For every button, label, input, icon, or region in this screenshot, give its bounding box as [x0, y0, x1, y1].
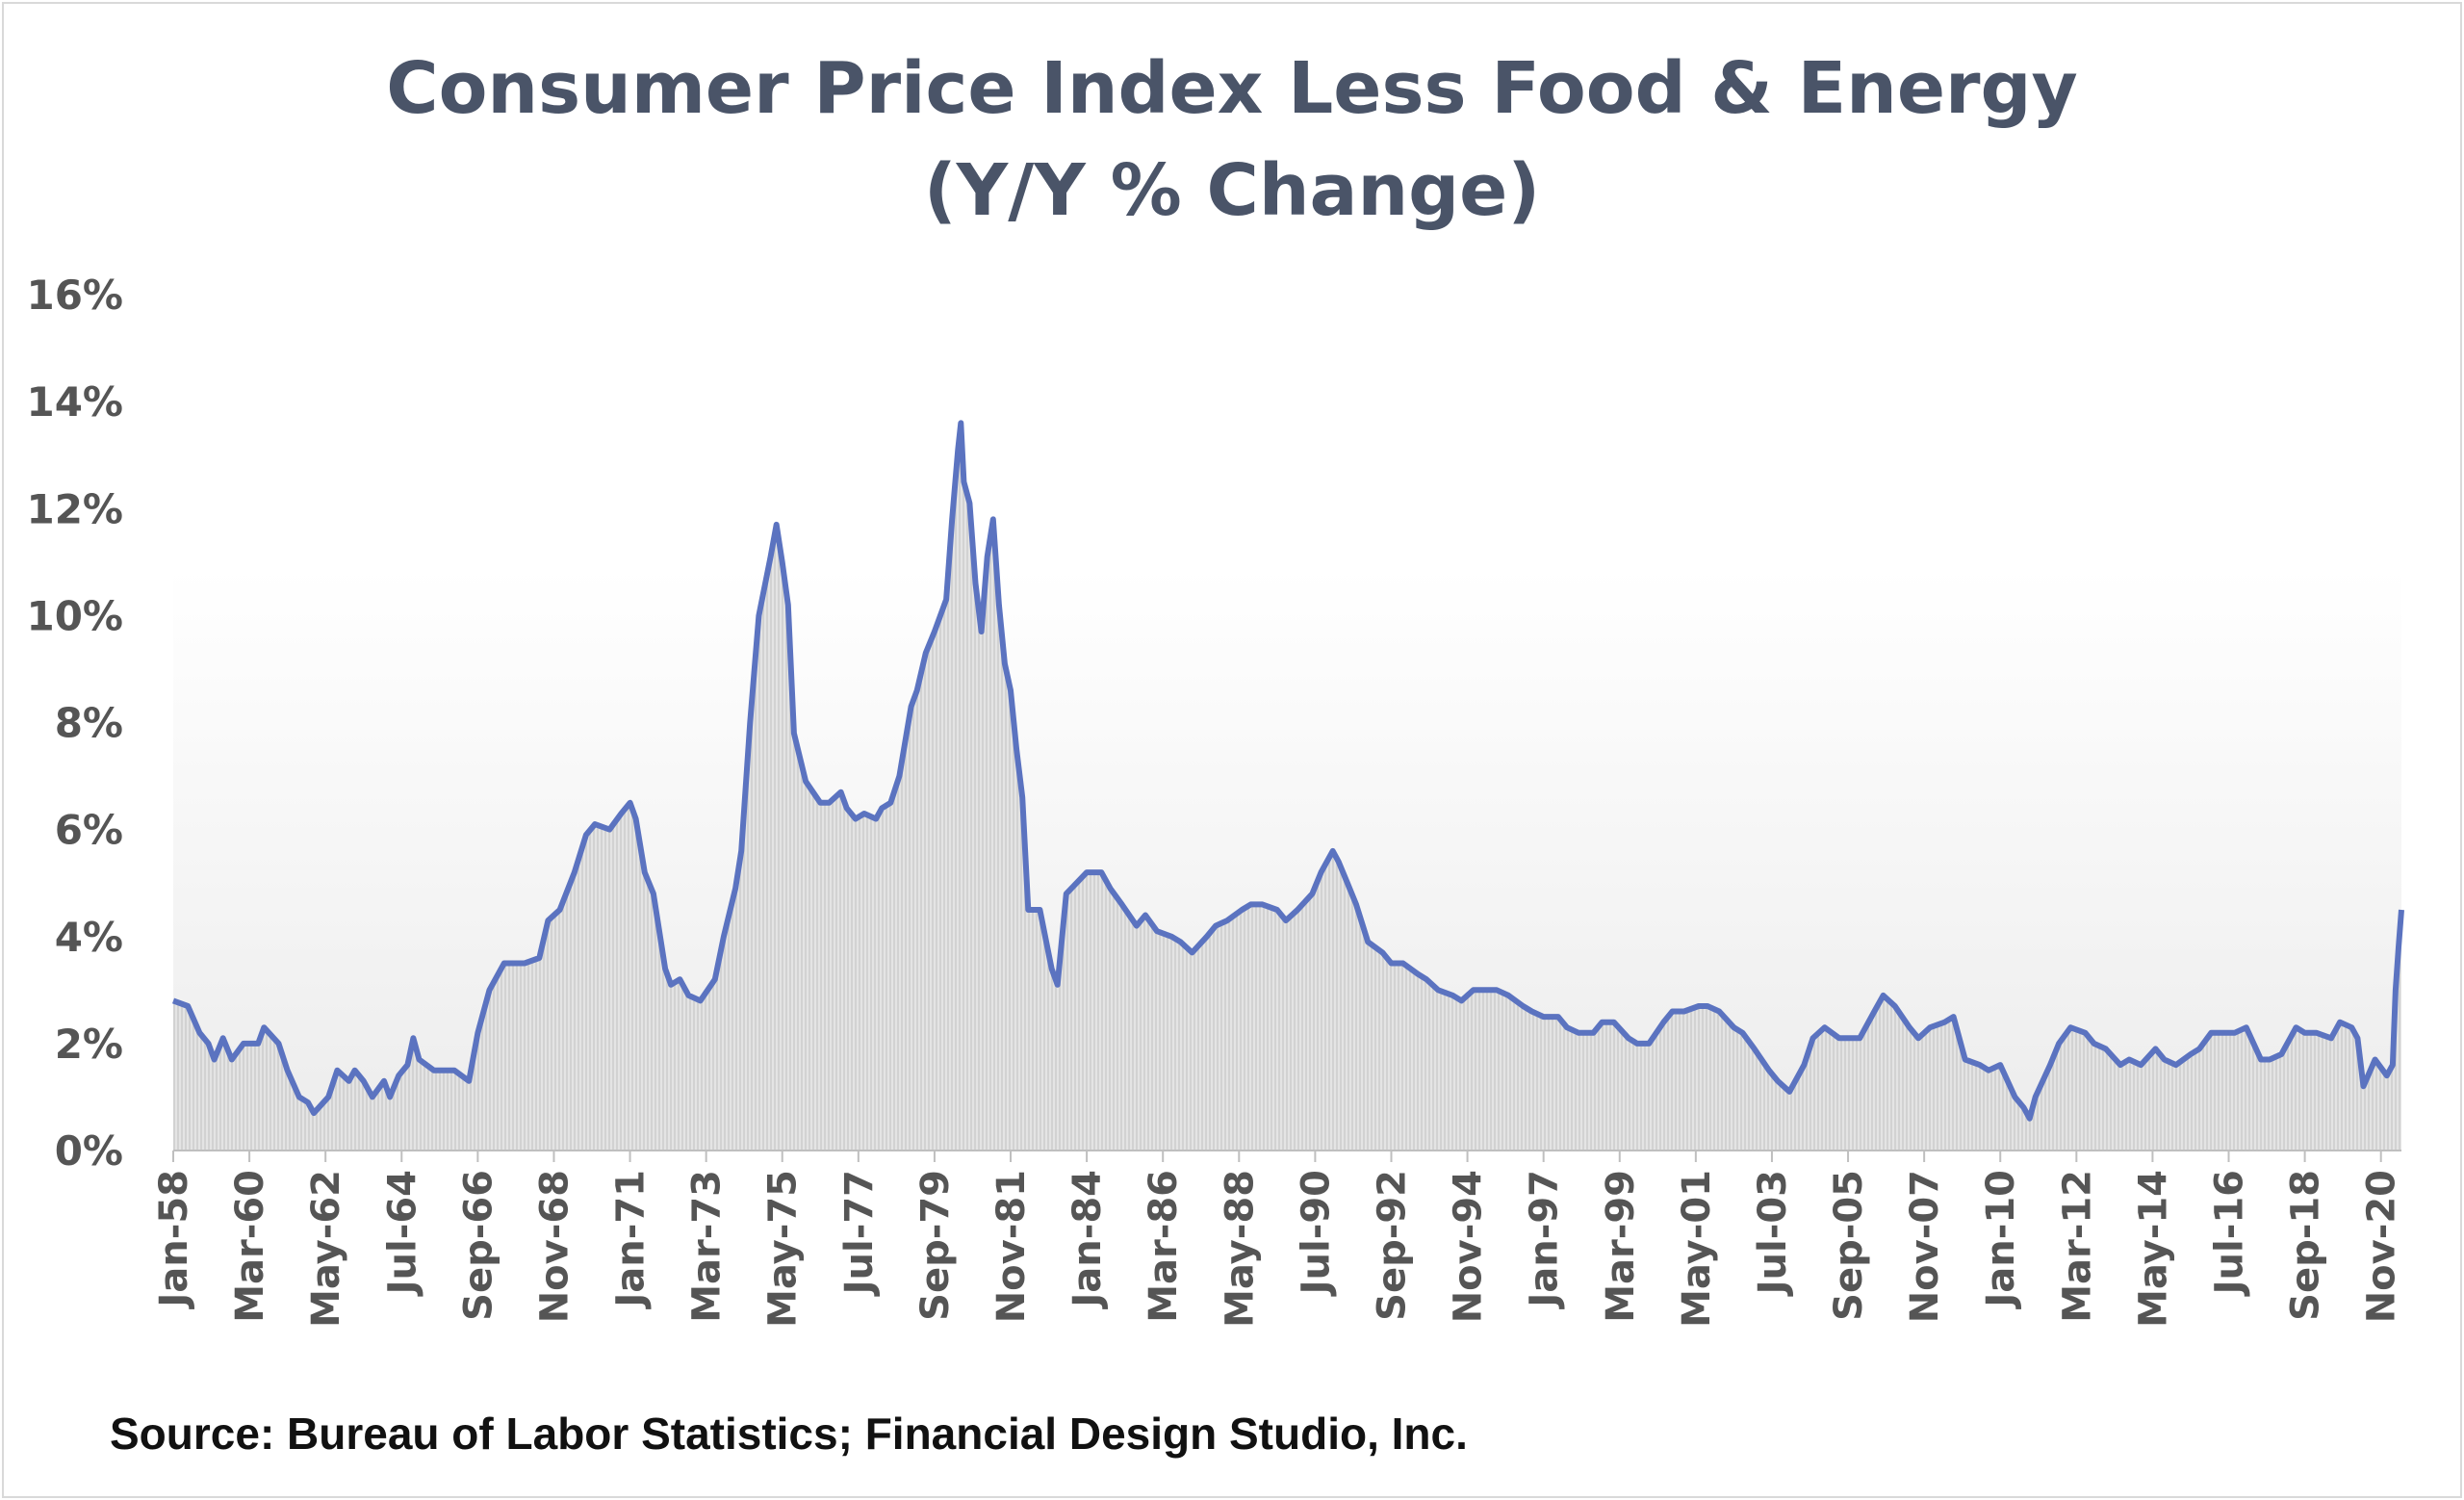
- x-tick-label: Sep-79: [913, 1170, 958, 1321]
- x-tick-label: Sep-18: [2284, 1170, 2328, 1321]
- x-tick-label: Mar-73: [685, 1170, 730, 1323]
- x-tick-label: May-88: [1218, 1170, 1262, 1328]
- series-layer: [171, 420, 2404, 1151]
- x-tick-label: May-14: [2131, 1170, 2175, 1328]
- x-tick-label: Jan-84: [1065, 1170, 1110, 1310]
- x-tick-label: Mar-99: [1599, 1170, 1643, 1323]
- x-tick-label: Jan-97: [1523, 1170, 1567, 1310]
- x-tick-label: Jan-58: [152, 1170, 196, 1310]
- x-tick-label: Nov-07: [1903, 1170, 1947, 1323]
- y-tick-label: 6%: [55, 807, 123, 854]
- x-tick-label: Jul-16: [2208, 1170, 2252, 1297]
- y-tick-label: 4%: [55, 914, 123, 961]
- x-tick-label: Jul-90: [1294, 1170, 1338, 1297]
- y-tick-label: 10%: [26, 592, 123, 639]
- y-tick-label: 2%: [55, 1021, 123, 1068]
- series-line: [171, 420, 2404, 1122]
- x-tick-label: May-75: [761, 1170, 806, 1328]
- x-tick-label: Mar-12: [2055, 1170, 2099, 1323]
- y-tick-label: 8%: [55, 700, 123, 747]
- x-tick-label: Sep-92: [1370, 1170, 1414, 1321]
- x-tick-label: Jan-10: [1979, 1170, 2023, 1310]
- y-tick-label: 14%: [26, 378, 123, 426]
- x-tick-label: Nov-68: [532, 1170, 577, 1323]
- x-tick-label: Sep-05: [1827, 1170, 1871, 1321]
- chart-subtitle: (Y/Y % Change): [923, 149, 1541, 232]
- x-tick-label: Mar-86: [1142, 1170, 1186, 1323]
- chart-title: Consumer Price Index Less Food & Energy: [386, 47, 2078, 130]
- x-tick-label: Nov-81: [989, 1170, 1034, 1323]
- x-tick-label: Mar-60: [228, 1170, 272, 1323]
- x-tick-label: May-62: [304, 1170, 348, 1328]
- series-area: [173, 423, 2401, 1151]
- x-tick-label: Jul-03: [1751, 1170, 1795, 1297]
- x-tick-label: Nov-94: [1447, 1170, 1491, 1323]
- x-tick-label: May-01: [1675, 1170, 1719, 1328]
- x-tick-label: Jul-64: [380, 1170, 424, 1297]
- x-tick-label: Nov-20: [2360, 1170, 2404, 1323]
- y-axis: 0% 2% 4% 6% 8% 10% 12% 14% 16%: [26, 272, 123, 1175]
- x-tick-label: Sep-66: [456, 1170, 500, 1321]
- source-note: Source: Bureau of Labor Statistics; Fina…: [110, 1409, 1468, 1459]
- x-tick-label: Jul-77: [837, 1170, 882, 1297]
- y-tick-label: 0%: [55, 1127, 123, 1175]
- x-axis: Jan-58 Mar-60 May-62 Jul-64 Sep-66 Nov-68 Jan-…: [152, 1150, 2404, 1328]
- x-tick-label: Jan-71: [609, 1170, 654, 1310]
- y-tick-label: 16%: [26, 272, 123, 319]
- y-tick-label: 12%: [26, 485, 123, 532]
